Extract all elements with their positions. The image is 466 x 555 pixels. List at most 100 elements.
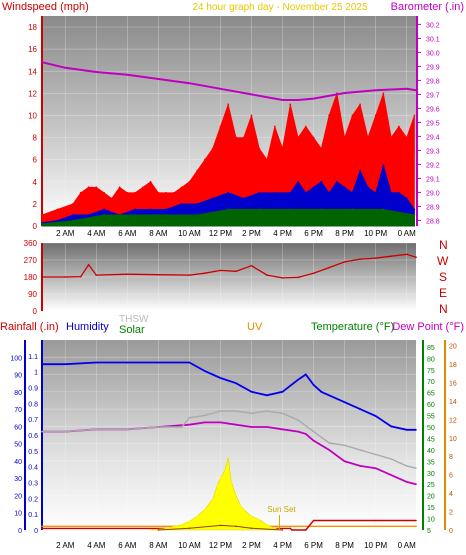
rainfall-tick-0: 0 [34, 528, 38, 535]
windspeed-tick-2: 4 [33, 178, 38, 187]
point-wind-gust-5 [95, 186, 98, 189]
point-wind-speed-11 [211, 197, 214, 200]
point-wind-direction-10 [235, 270, 237, 273]
rainfall-tick-4: 0.4 [28, 465, 38, 472]
point-humidity-1 [64, 363, 67, 366]
point-wind-speed-19 [312, 186, 315, 189]
time-tick-top-4: 10 AM [178, 229, 201, 238]
barometer-tick-11: 29.9 [426, 64, 440, 71]
point-temperature-7 [219, 421, 222, 424]
time-tick-bottom-2: 6 AM [118, 541, 137, 550]
point-wind-gust-32 [304, 125, 307, 128]
point-wind-gust-0 [41, 214, 43, 216]
point-uv-5 [281, 529, 284, 531]
humidity-tick-8: 80 [14, 390, 22, 397]
point-barometer-0 [41, 61, 43, 64]
point-wind-speed-9 [180, 203, 183, 205]
thsw-legend: THSW [119, 314, 149, 325]
barometer-tick-5: 29.3 [426, 148, 440, 155]
point-thsw-1 [64, 430, 67, 433]
point-temperature-16 [343, 460, 346, 463]
direction-tick-1: 90 [28, 290, 37, 299]
point-thsw-15 [328, 442, 330, 444]
point-wind-gust-13 [157, 191, 160, 194]
point-uv-4 [250, 527, 253, 529]
windspeed-tick-5: 10 [28, 111, 37, 120]
point-thsw-17 [359, 449, 361, 451]
barometer-tick-12: 30.0 [426, 50, 440, 57]
point-temperature-13 [305, 433, 307, 435]
point-solar-19 [274, 527, 276, 530]
point-wind-speed-32 [413, 208, 416, 211]
point-rainfall-0 [41, 527, 43, 530]
barometer-axis-title: Barometer (.in) [391, 1, 464, 13]
point-thsw-3 [126, 428, 129, 431]
compass-label-s: S [439, 270, 447, 284]
point-barometer-11 [343, 92, 346, 94]
point-temperature-5 [188, 423, 191, 426]
windspeed-tick-4: 8 [33, 134, 38, 143]
point-wind-direction-15 [312, 272, 315, 275]
time-tick-top-10: 10 PM [364, 229, 387, 238]
rainfall-tick-6: 0.6 [28, 433, 38, 440]
point-wind-gust-10 [134, 191, 137, 194]
point-wind-direction-3 [87, 263, 90, 266]
point-humidity-19 [374, 415, 377, 417]
point-wind-gust-34 [320, 147, 323, 150]
point-wind-direction-14 [297, 276, 299, 279]
rainfall-tick-10: 1 [34, 370, 38, 377]
point-wind-speed-10 [196, 203, 199, 205]
point-humidity-16 [328, 394, 330, 397]
point-wind-average-1 [72, 219, 74, 222]
point-humidity-6 [204, 370, 206, 372]
point-solar-16 [250, 515, 253, 517]
point-wind-direction-18 [359, 258, 361, 260]
point-wind-speed-31 [405, 197, 408, 200]
point-humidity-3 [126, 361, 129, 364]
point-wind-direction-12 [266, 274, 268, 276]
direction-tick-0: 0 [33, 307, 38, 316]
point-thsw-11 [266, 410, 268, 412]
temperature-tick-5: 30 [427, 471, 435, 478]
point-wind-gust-9 [126, 191, 129, 194]
point-humidity-7 [219, 377, 222, 379]
point-wind-gust-42 [382, 92, 385, 95]
point-wind-gust-4 [87, 186, 90, 189]
point-solar-13 [235, 494, 237, 497]
time-tick-bottom-10: 10 PM [364, 541, 387, 550]
point-temperature-9 [250, 426, 253, 428]
point-temperature-6 [204, 421, 206, 424]
point-temperature-8 [235, 423, 237, 426]
time-tick-bottom-1: 4 AM [87, 541, 106, 550]
point-wind-direction-11 [250, 264, 253, 267]
point-wind-gust-20 [211, 147, 214, 150]
direction-tick-4: 360 [24, 239, 38, 248]
point-solar-5 [196, 515, 198, 517]
point-thsw-8 [219, 410, 222, 412]
point-humidity-12 [297, 378, 299, 381]
windspeed-tick-3: 6 [33, 156, 38, 165]
point-wind-speed-25 [359, 169, 361, 172]
compass-label-n-bottom: N [439, 302, 448, 316]
rainfall-tick-7: 0.7 [28, 417, 38, 424]
point-uv-2 [219, 524, 222, 527]
point-wind-gust-38 [351, 114, 354, 117]
point-humidity-20 [390, 425, 393, 428]
rainfall-tick-9: 0.9 [28, 386, 38, 393]
temperature-tick-9: 50 [427, 425, 435, 432]
point-solar-17 [258, 518, 261, 521]
point-thsw-12 [281, 412, 284, 415]
point-wind-speed-30 [398, 191, 400, 194]
point-solar-1 [165, 527, 167, 530]
barometer-tick-14: 30.2 [426, 22, 440, 29]
temperature-tick-4: 25 [427, 482, 435, 489]
point-wind-direction-2 [80, 275, 82, 278]
point-wind-speed-7 [149, 208, 152, 211]
windspeed-tick-9: 18 [28, 23, 37, 32]
point-solar-14 [239, 505, 242, 507]
dewpoint-tick-4: 8 [449, 454, 453, 461]
point-wind-speed-18 [304, 191, 307, 194]
point-solar-3 [180, 524, 183, 526]
temperature-tick-2: 15 [427, 505, 435, 512]
point-wind-speed-28 [382, 164, 385, 167]
